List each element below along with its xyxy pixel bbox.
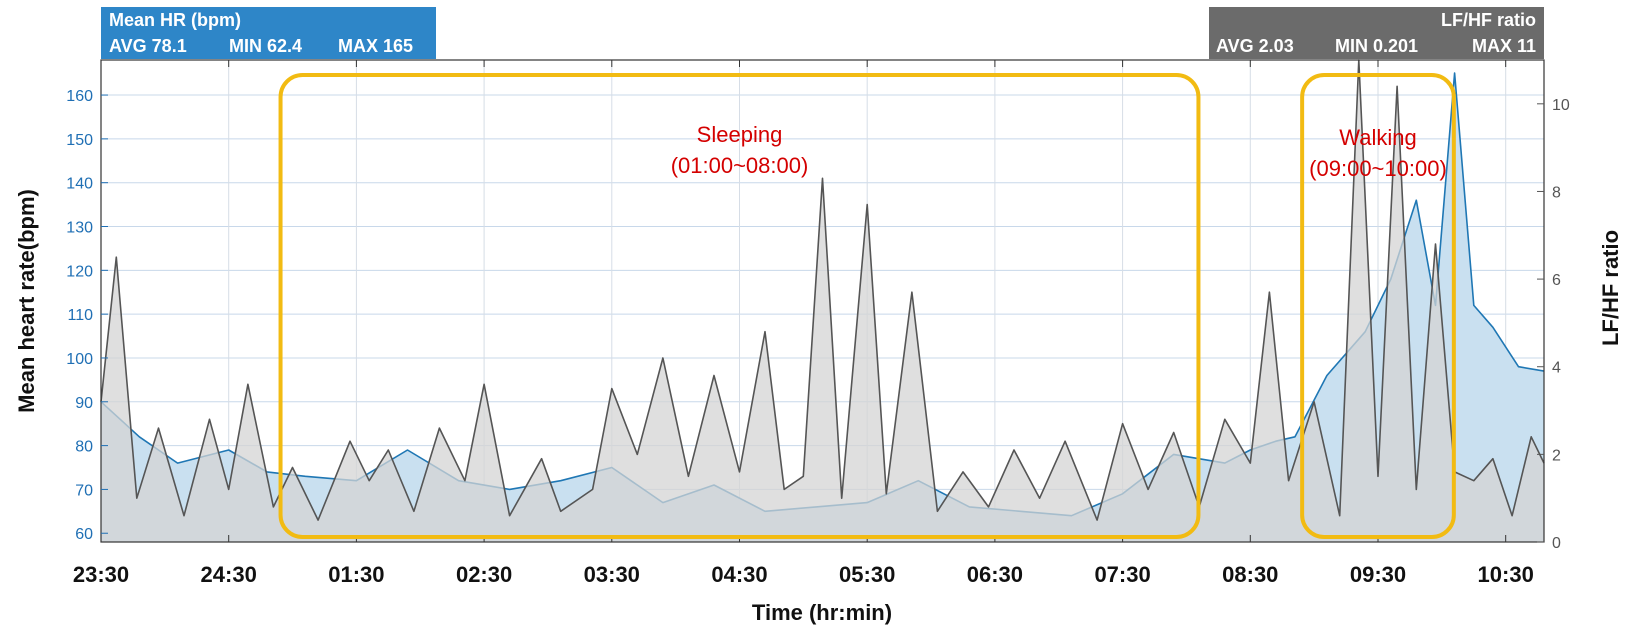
y-tick-label: 80 [75, 439, 93, 456]
x-tick-label: 24:30 [201, 562, 257, 587]
x-tick-label: 07:30 [1094, 562, 1150, 587]
y-tick-label: 100 [66, 351, 93, 368]
y-tick-label: 70 [75, 482, 93, 499]
annotation-sublabel: (09:00~10:00) [1309, 156, 1447, 181]
y2-tick-label: 10 [1552, 97, 1570, 114]
hr-stat-box-bg [101, 7, 436, 59]
lfhf-stat-box-bg [1209, 7, 1544, 59]
lfhf-stat-min: MIN 0.201 [1335, 36, 1418, 56]
plot-frame [100, 59, 1545, 543]
series-line [100, 59, 1545, 521]
hr-stat-min: MIN 62.4 [229, 36, 302, 56]
y-tick-label: 150 [66, 132, 93, 149]
lfhf-stat-title: LF/HF ratio [1441, 10, 1536, 30]
y2-tick-label: 4 [1552, 360, 1561, 377]
axis-ticks: 60 70 80 90 100 110 120 130 140 150 160 0 2 4 6 8 10 23:3… [66, 60, 1570, 587]
series-areas [100, 59, 1545, 542]
annotations: Sleeping (01:00~08:00) Walking (09:00~10:00… [278, 73, 1456, 539]
y-axis-title: Mean heart rate(bpm) [14, 189, 39, 413]
y2-tick-label: 8 [1552, 184, 1561, 201]
y-tick-label: 60 [75, 526, 93, 543]
annotation-sublabel: (01:00~08:00) [671, 153, 809, 178]
y2-tick-label: 6 [1552, 272, 1561, 289]
series-area-fill [101, 60, 1544, 542]
lfhf-stat-box: LF/HF ratio AVG 2.03 MIN 0.201 MAX 11 [1209, 7, 1544, 59]
annotation-walking: Walking (09:00~10:00) [1300, 73, 1456, 539]
x-tick-label: 09:30 [1350, 562, 1406, 587]
y2-axis-title: LF/HF ratio [1598, 230, 1623, 346]
x-tick-label: 05:30 [839, 562, 895, 587]
x-tick-label: 04:30 [711, 562, 767, 587]
y2-tick-label: 2 [1552, 447, 1561, 464]
hr-stat-max: MAX 165 [338, 36, 413, 56]
hr-stat-box: Mean HR (bpm) AVG 78.1 MIN 62.4 MAX 165 [101, 7, 436, 59]
y-tick-label: 160 [66, 88, 93, 105]
annotation-sleeping: Sleeping (01:00~08:00) [278, 73, 1201, 539]
lfhf-stat-avg: AVG 2.03 [1216, 36, 1294, 56]
hr-stat-avg: AVG 78.1 [109, 36, 187, 56]
y-tick-label: 120 [66, 263, 93, 280]
y2-tick-label: 0 [1552, 535, 1561, 552]
y-tick-label: 140 [66, 176, 93, 193]
annotation-label: Sleeping [697, 122, 783, 147]
y-tick-label: 110 [67, 307, 93, 324]
lfhf-stat-max: MAX 11 [1472, 36, 1536, 56]
x-axis-title: Time (hr:min) [752, 600, 892, 625]
x-tick-label: 02:30 [456, 562, 512, 587]
annotation-label: Walking [1339, 125, 1416, 150]
x-tick-label: 08:30 [1222, 562, 1278, 587]
x-tick-label: 03:30 [584, 562, 640, 587]
x-tick-label: 01:30 [328, 562, 384, 587]
annotation-box [1300, 73, 1456, 539]
x-tick-label: 06:30 [967, 562, 1023, 587]
annotation-box [278, 73, 1201, 539]
x-tick-label: 23:30 [73, 562, 129, 587]
hr-stat-title: Mean HR (bpm) [109, 10, 241, 30]
y-tick-label: 130 [66, 220, 93, 237]
y-tick-label: 90 [75, 395, 93, 412]
x-tick-label: 10:30 [1478, 562, 1534, 587]
